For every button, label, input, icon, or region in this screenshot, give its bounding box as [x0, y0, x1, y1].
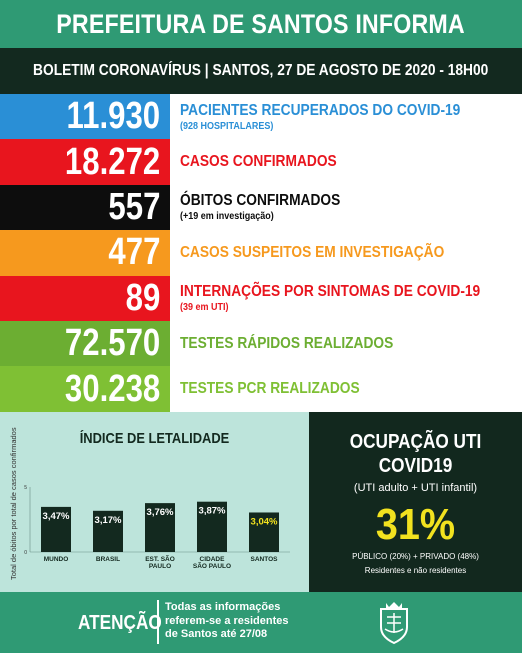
uti-detail: PÚBLICO (20%) + PRIVADO (48%) [352, 552, 479, 561]
stat-label: INTERNAÇÕES POR SINTOMAS DE COVID-19 [180, 283, 481, 301]
stat-box: 477 [0, 230, 170, 276]
category-label: CIDADE [200, 556, 226, 563]
stat-box: 30.238 [0, 366, 170, 412]
lethality-bar [197, 501, 227, 552]
lethality-bar [145, 503, 175, 552]
stat-box: 89 [0, 275, 170, 321]
category-label: EST. SÃO [145, 554, 175, 563]
stat-label: PACIENTES RECUPERADOS DO COVID-19 [180, 101, 461, 119]
category-label: SANTOS [251, 556, 279, 563]
category-label: BRASIL [96, 556, 120, 563]
category-label: PAULO [149, 563, 171, 570]
lethality-title: ÍNDICE DE LETALIDADE [79, 430, 230, 447]
bar-data-label: 3,76% [147, 507, 174, 518]
stat-row-rapid-tests: 72.570 TESTES RÁPIDOS REALIZADOS [0, 321, 522, 367]
lethality-bar [249, 512, 279, 552]
stat-value: 18.272 [64, 140, 160, 183]
stat-value: 11.930 [66, 95, 160, 138]
stat-label: TESTES RÁPIDOS REALIZADOS [180, 334, 394, 352]
stat-value: 30.238 [64, 367, 160, 410]
uti-title: OCUPAÇÃO UTI COVID19 [324, 430, 507, 478]
stat-label: TESTES PCR REALIZADOS [180, 380, 360, 398]
footer-notice-line: Todas as informações [165, 601, 281, 613]
stat-row-deaths: 557 ÓBITOS CONFIRMADOS (+19 em investiga… [0, 184, 522, 231]
bulletin-date: BOLETIM CORONAVÍRUS | SANTOS, 27 DE AGOS… [33, 62, 489, 79]
category-label: SÃO PAULO [193, 561, 231, 570]
stat-value: 72.570 [64, 322, 160, 365]
stat-value: 89 [125, 276, 160, 319]
stat-box: 557 [0, 184, 170, 231]
footer-notice-line: de Santos até 27/08 [165, 628, 268, 640]
stat-box: 18.272 [0, 139, 170, 185]
stat-value: 477 [108, 231, 160, 274]
lethality-bar [41, 506, 71, 552]
footer: ATENÇÃO Todas as informações referem-se … [0, 592, 522, 653]
lethality-panel: ÍNDICE DE LETALIDADE Total de óbitos por… [0, 412, 309, 592]
y-tick-label: 5 [24, 485, 27, 491]
stat-box: 11.930 [0, 94, 170, 140]
subheader: BOLETIM CORONAVÍRUS | SANTOS, 27 DE AGOS… [0, 48, 522, 94]
stat-row-suspected: 477 CASOS SUSPEITOS EM INVESTIGAÇÃO [0, 230, 522, 276]
uti-note: Residentes e não residentes [364, 566, 467, 575]
stat-note: (39 em UTI) [180, 302, 229, 314]
y-tick-label: 0 [24, 550, 27, 556]
stat-label: ÓBITOS CONFIRMADOS [180, 192, 341, 210]
stat-label: CASOS SUSPEITOS EM INVESTIGAÇÃO [180, 243, 445, 261]
footer-notice: Todas as informações referem-se a reside… [165, 601, 289, 642]
stats-panel: 11.930 PACIENTES RECUPERADOS DO COVID-19… [0, 94, 522, 412]
footer-notice-line: referem-se a residentes [165, 614, 289, 627]
stat-row-hospitalizations: 89 INTERNAÇÕES POR SINTOMAS DE COVID-19 … [0, 275, 522, 321]
stat-box: 72.570 [0, 321, 170, 367]
category-label: MUNDO [44, 556, 69, 563]
city-crest-icon [380, 602, 408, 645]
stat-row-confirmed: 18.272 CASOS CONFIRMADOS [0, 139, 522, 185]
uti-occupancy-value: 31% [375, 500, 456, 549]
stat-row-pcr-tests: 30.238 TESTES PCR REALIZADOS [0, 366, 522, 412]
uti-title-line1: OCUPAÇÃO UTI [349, 431, 482, 453]
header: PREFEITURA DE SANTOS INFORMA [0, 0, 522, 48]
stat-value: 557 [108, 185, 160, 228]
stat-row-recovered: 11.930 PACIENTES RECUPERADOS DO COVID-19… [0, 94, 522, 140]
lethality-bar [93, 510, 123, 552]
lethality-chart: 0 5 3,47% MUNDO 3,17% BRASIL 3,76% EST. SÃOPAUL… [24, 485, 290, 570]
stat-note: (928 HOSPITALARES) [180, 120, 274, 132]
stat-label: CASOS CONFIRMADOS [180, 153, 337, 171]
stat-note: (+19 em investigação) [180, 211, 274, 223]
uti-panel: OCUPAÇÃO UTI COVID19 (UTI adulto + UTI i… [309, 412, 522, 592]
attention-label: ATENÇÃO [78, 612, 162, 634]
bar-data-label: 3,04% [251, 516, 278, 527]
uti-title-line2: COVID19 [378, 455, 453, 477]
bar-data-label: 3,17% [95, 515, 122, 526]
footer-divider [157, 600, 159, 644]
uti-subtitle: (UTI adulto + UTI infantil) [353, 482, 478, 494]
page-title: PREFEITURA DE SANTOS INFORMA [56, 8, 466, 39]
bar-data-label: 3,47% [43, 511, 70, 522]
bar-data-label: 3,87% [199, 506, 226, 517]
